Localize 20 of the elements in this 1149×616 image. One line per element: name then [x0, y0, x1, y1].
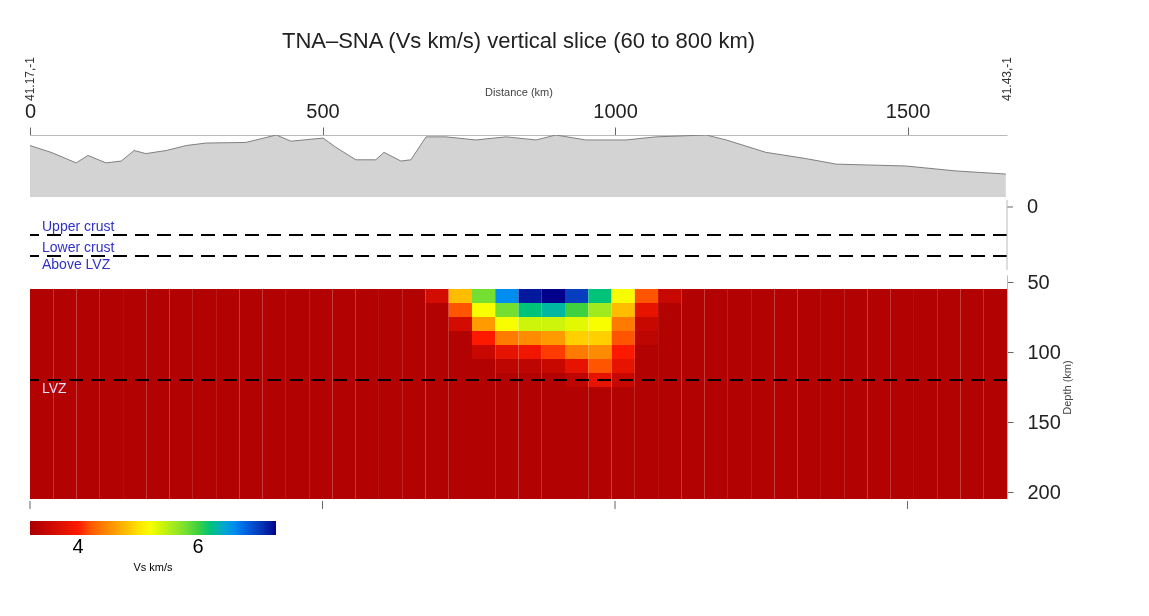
text: Lower crust	[42, 239, 115, 255]
y-tick-label: 100	[1027, 340, 1061, 363]
color-bar-title: Vs km/s	[133, 561, 174, 573]
text: 41.17,-1	[23, 56, 37, 102]
chart-title: TNA–SNA (Vs km/s) vertical slice (60 to 800 km)	[281, 28, 756, 53]
x-axis-title: Distance (km)	[485, 85, 553, 98]
color-bar-label: 6	[192, 535, 204, 557]
x-tick-label: 1500	[885, 99, 931, 122]
annotation: LVZ	[42, 380, 68, 396]
text: Upper crust	[42, 218, 115, 234]
x-tick-label: 500	[306, 99, 340, 122]
x-tick-label: 1000	[593, 99, 638, 122]
y-tick-label: 150	[1027, 410, 1061, 433]
y-axis-title: Depth (km)	[1060, 360, 1073, 415]
text: 41.43,-1	[1000, 56, 1014, 102]
color-bar-label: 4	[72, 535, 84, 557]
y-tick-label: 50	[1027, 270, 1050, 293]
text: 0	[1027, 195, 1039, 217]
text: Above LVZ	[42, 256, 111, 272]
y-tick-label: 200	[1027, 480, 1061, 503]
